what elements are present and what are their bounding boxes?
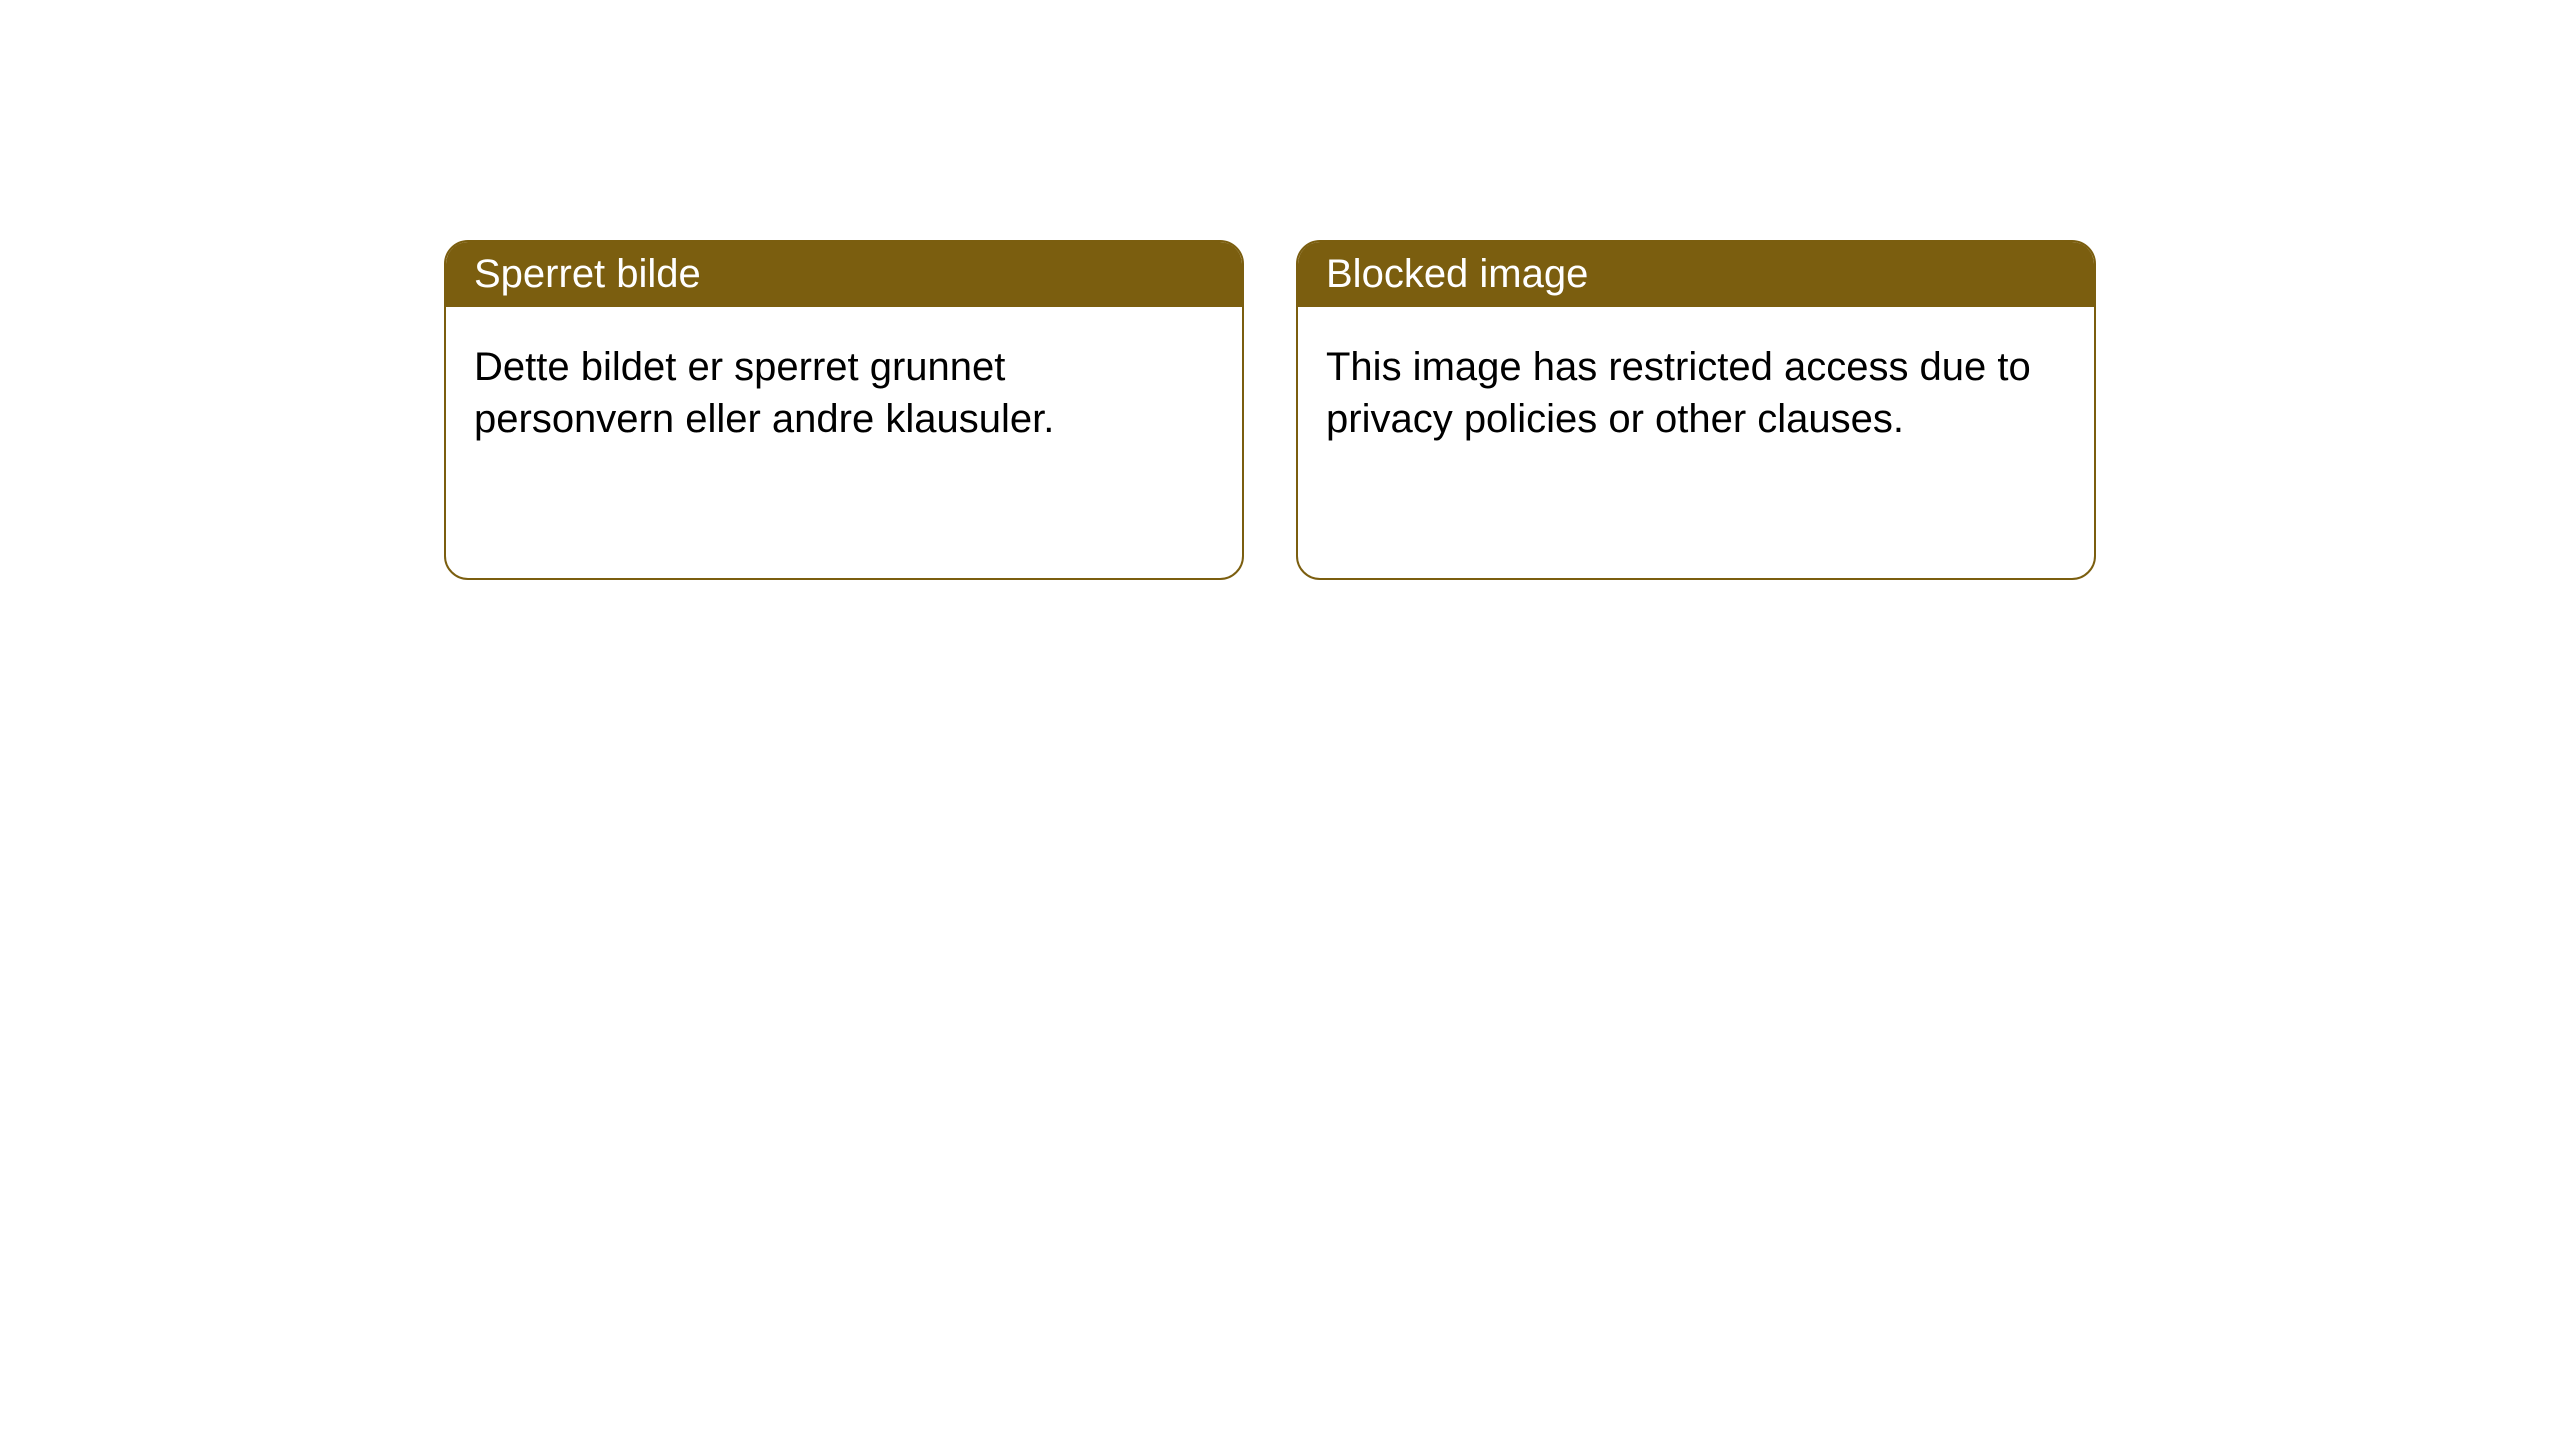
notice-card-norwegian: Sperret bilde Dette bildet er sperret gr… [444, 240, 1244, 580]
notice-card-english: Blocked image This image has restricted … [1296, 240, 2096, 580]
card-header: Blocked image [1298, 242, 2094, 307]
card-body: This image has restricted access due to … [1298, 307, 2094, 479]
notice-container: Sperret bilde Dette bildet er sperret gr… [0, 0, 2560, 580]
card-header: Sperret bilde [446, 242, 1242, 307]
card-body: Dette bildet er sperret grunnet personve… [446, 307, 1242, 479]
